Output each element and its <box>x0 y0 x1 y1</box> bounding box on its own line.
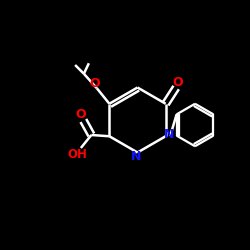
Text: OH: OH <box>67 148 87 162</box>
Text: N: N <box>164 128 174 141</box>
Text: O: O <box>89 77 100 90</box>
Text: N: N <box>131 150 141 163</box>
Text: O: O <box>172 76 183 88</box>
Text: O: O <box>76 108 86 122</box>
